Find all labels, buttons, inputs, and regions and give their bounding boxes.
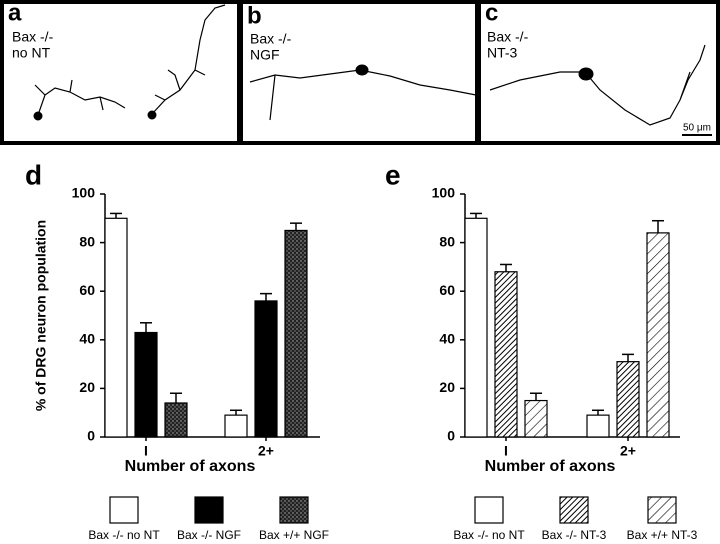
- neuron: [151, 4, 226, 115]
- panel-a-frame: [0, 0, 241, 145]
- y-tick-label: 40: [79, 331, 95, 347]
- y-axis-label: % of DRG neuron population: [33, 220, 49, 411]
- legend-label: Bax +/+ NGF: [259, 528, 329, 542]
- bar: [134, 331, 158, 438]
- neuron: [249, 69, 477, 121]
- legend-label: Bax -/- no NT: [453, 528, 525, 542]
- bar: [464, 217, 488, 438]
- y-tick-label: 80: [79, 233, 95, 249]
- bar: [586, 414, 610, 438]
- panel-label: e: [385, 159, 401, 190]
- soma: [33, 111, 43, 121]
- legend-label: Bax +/+ NT-3: [627, 528, 698, 542]
- x-axis-label: Number of axons: [485, 458, 616, 475]
- legend-swatch: [109, 496, 139, 524]
- soma: [147, 110, 157, 120]
- panel-label: d: [25, 159, 42, 190]
- y-tick-label: 60: [439, 282, 455, 298]
- bar: [254, 300, 278, 438]
- micrographs: [0, 0, 720, 145]
- y-tick-label: 40: [439, 331, 455, 347]
- bar: [224, 414, 248, 438]
- bar: [164, 402, 188, 438]
- legend-swatch: [559, 496, 589, 524]
- x-tick-label: 2+: [258, 443, 274, 459]
- panel-c-frame: [477, 0, 720, 145]
- y-tick-label: 0: [87, 428, 95, 444]
- panel-label: b: [247, 2, 262, 29]
- legend-swatch: [279, 496, 309, 524]
- neuron: [34, 79, 126, 116]
- legend-label: Bax -/- NGF: [177, 528, 241, 542]
- panel-caption: no NT: [12, 45, 51, 61]
- panel-caption: NT-3: [487, 45, 518, 61]
- y-tick-label: 20: [79, 379, 95, 395]
- bar: [524, 399, 548, 438]
- legend-label: Bax -/- no NT: [88, 528, 160, 542]
- legend-swatch: [194, 496, 224, 524]
- x-tick-label: I: [144, 443, 148, 459]
- bar: [284, 229, 308, 438]
- y-tick-label: 20: [439, 379, 455, 395]
- y-tick-label: 80: [439, 233, 455, 249]
- panel-caption: Bax -/-: [487, 29, 529, 45]
- bar: [104, 217, 128, 438]
- scale-bar-label: 50 μm: [683, 123, 711, 134]
- x-axis-label: Number of axons: [125, 458, 256, 475]
- x-tick-label: I: [504, 443, 508, 459]
- soma: [578, 67, 594, 81]
- bar: [616, 361, 640, 438]
- y-tick-label: 100: [432, 185, 456, 201]
- legend-swatch: [474, 496, 504, 524]
- neuron: [489, 44, 706, 126]
- bar: [646, 232, 670, 438]
- y-tick-label: 60: [79, 282, 95, 298]
- panel-label: a: [8, 0, 22, 26]
- panel-label: c: [485, 0, 498, 26]
- panel-caption: Bax -/-: [12, 29, 54, 45]
- bar: [494, 271, 518, 438]
- panel-caption: Bax -/-: [250, 31, 292, 47]
- y-tick-label: 0: [447, 428, 455, 444]
- legend-swatch: [647, 496, 677, 524]
- legend-label: Bax -/- NT-3: [542, 528, 607, 542]
- soma: [355, 64, 369, 76]
- x-tick-label: 2+: [620, 443, 636, 459]
- panel-caption: NGF: [250, 47, 280, 63]
- y-tick-label: 100: [72, 185, 96, 201]
